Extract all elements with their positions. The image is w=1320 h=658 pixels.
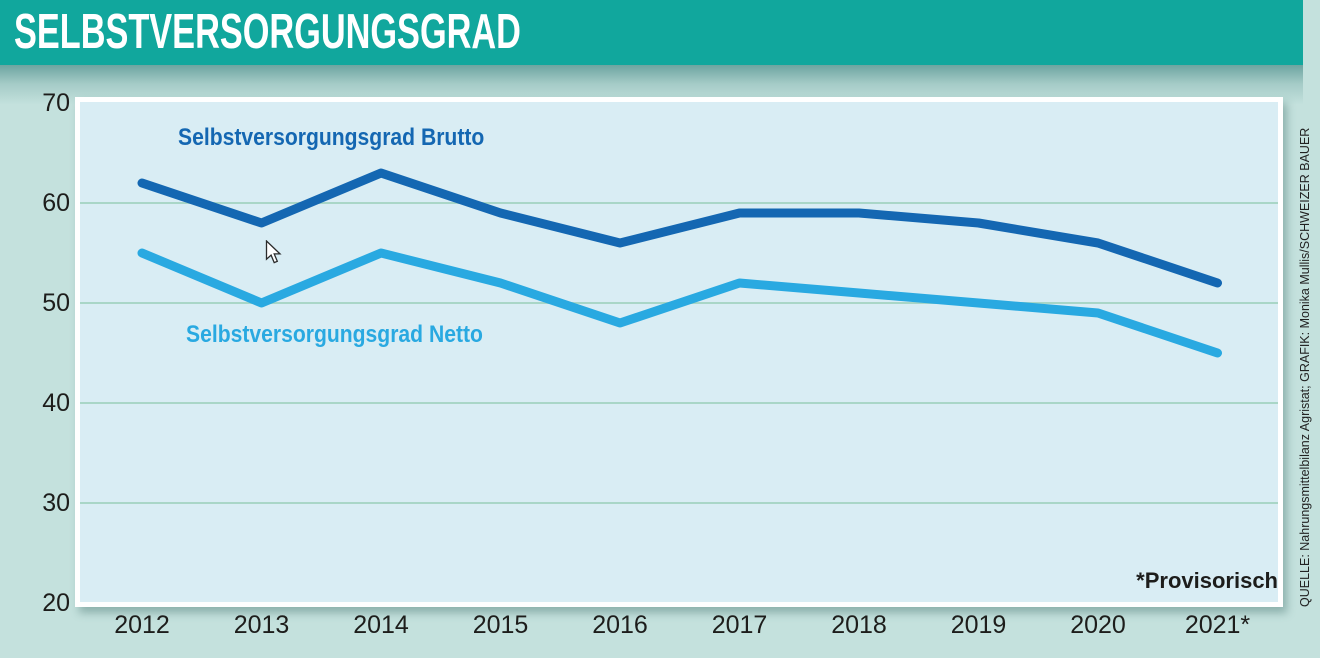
y-axis-label: 30 (42, 489, 70, 517)
y-axis-label: 20 (42, 589, 70, 617)
x-axis-label: 2017 (711, 611, 768, 639)
x-axis-label: 2014 (353, 611, 409, 639)
x-axis-label: 2020 (1070, 611, 1126, 639)
legend-label-netto: Selbstversorgungsgrad Netto (186, 321, 483, 348)
x-axis-label: 2019 (950, 611, 1007, 639)
x-axis-label: 2015 (472, 611, 529, 639)
x-axis-label: 2013 (233, 611, 290, 639)
chart-svg (80, 168, 1278, 504)
page-title: SELBSTVERSORGUNGSGRAD (14, 5, 521, 59)
source-credit: QUELLE: Nahrungsmittelbilanz Agristat; G… (1298, 127, 1312, 607)
series-line-netto (137, 248, 1222, 358)
x-axis-label: 2018 (831, 611, 887, 639)
y-axis-label: 50 (42, 289, 70, 317)
x-axis-label: 2021* (1184, 611, 1251, 639)
series-line-brutto (137, 168, 1222, 288)
header-bar: SELBSTVERSORGUNGSGRAD (0, 0, 1303, 65)
y-axis-label: 70 (42, 89, 70, 117)
chart-area (75, 97, 1283, 607)
x-axis-label: 2012 (114, 611, 170, 639)
x-axis-label: 2016 (592, 611, 648, 639)
y-axis-label: 40 (42, 389, 70, 417)
legend-label-brutto: Selbstversorgungsgrad Brutto (178, 124, 485, 151)
y-axis-label: 60 (42, 189, 70, 217)
mouse-cursor-icon (265, 240, 282, 264)
provisional-note: *Provisorisch (1136, 568, 1278, 593)
